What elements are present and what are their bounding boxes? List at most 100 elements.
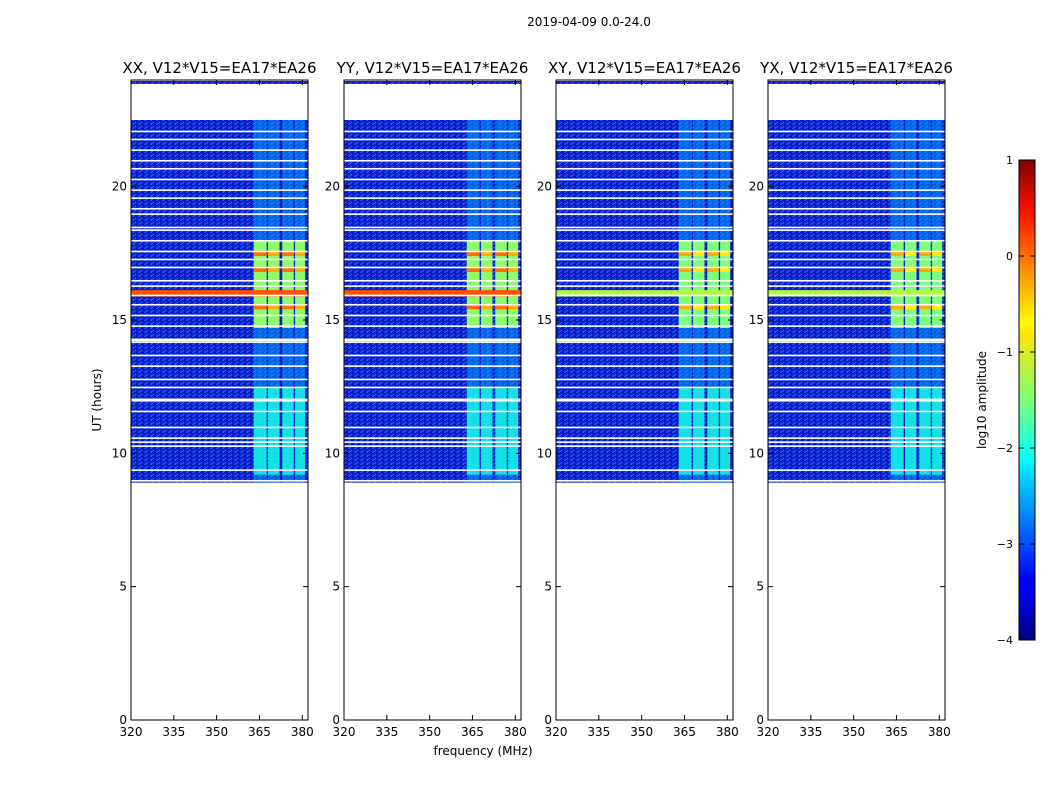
rfi-channel-moderate	[295, 386, 306, 475]
flagged-row	[768, 386, 945, 389]
rfi-hotspot	[508, 250, 519, 256]
flagged-row	[344, 341, 521, 343]
flagged-row	[131, 178, 308, 181]
flagged-row	[344, 294, 521, 297]
flagged-row	[344, 338, 521, 342]
flagged-row	[131, 304, 308, 306]
x-tick-label: 365	[461, 725, 484, 739]
flagged-row	[344, 168, 521, 170]
flagged-row	[768, 445, 945, 447]
flagged-row	[556, 441, 733, 443]
rfi-hotspot	[253, 266, 267, 272]
rfi-hotspot	[282, 250, 294, 256]
rfi-channel-moderate	[890, 386, 904, 475]
colorbar-tick-label: −1	[997, 346, 1013, 359]
panel-3: XY, V12*V15=EA17*EA26 320 335 350 365 380 0 5 10…	[537, 59, 741, 739]
flagged-row	[556, 304, 733, 306]
y-tick-label: 0	[332, 713, 340, 727]
flagged-row	[131, 469, 308, 471]
colorbar-tick-label: 1	[1006, 154, 1013, 167]
flagged-row	[556, 208, 733, 210]
flagged-row	[131, 168, 308, 170]
rfi-hotspot	[678, 304, 692, 310]
flagged-row	[344, 138, 521, 141]
flagged-row	[768, 285, 945, 287]
x-tick-label: 365	[673, 725, 696, 739]
flagged-row	[556, 410, 733, 413]
rfi-channel-moderate	[707, 386, 719, 475]
axes-frame	[343, 79, 522, 721]
flagged-row	[768, 378, 945, 381]
y-tick-label: 0	[544, 713, 552, 727]
x-tick-label: 365	[248, 725, 271, 739]
flagged-row	[768, 160, 945, 162]
y-tick-label: 15	[112, 313, 127, 327]
x-tick-label: 320	[757, 725, 780, 739]
flagged-row	[131, 189, 308, 191]
y-tick-label: 20	[749, 180, 764, 194]
rfi-channel-moderate	[481, 386, 493, 475]
flagged-row	[556, 365, 733, 367]
flagged-row	[344, 258, 521, 261]
rfi-hotspot	[905, 304, 917, 310]
flagged-row	[556, 285, 733, 287]
flagged-row	[131, 149, 308, 151]
rfi-hotspot	[268, 266, 280, 272]
flagged-row	[344, 354, 521, 357]
flagged-row	[344, 398, 521, 402]
rfi-hotspot	[720, 266, 731, 272]
y-tick-label: 20	[325, 180, 340, 194]
flagged-row	[556, 480, 733, 482]
flagged-row	[131, 266, 308, 269]
flagged-row	[768, 410, 945, 413]
flagged-row	[556, 258, 733, 261]
rfi-channel-strong	[693, 240, 705, 328]
flagged-row	[344, 250, 521, 253]
flagged-row	[768, 426, 945, 429]
rfi-hotspot	[495, 304, 507, 310]
flagged-row	[131, 226, 308, 229]
flagged-row	[556, 197, 733, 199]
rfi-hotspot	[693, 304, 705, 310]
flagged-row	[556, 189, 733, 191]
rfi-hotspot	[295, 266, 306, 272]
rfi-hotspot	[693, 250, 705, 256]
flagged-row	[768, 130, 945, 133]
colorbar-tick-label: 0	[1006, 250, 1013, 263]
rfi-channel-strong	[720, 240, 731, 328]
rfi-hotspot	[253, 304, 267, 310]
flagged-row	[768, 341, 945, 343]
flagged-row	[131, 130, 308, 133]
panel-2: YY, V12*V15=EA17*EA26 320 335 350 365 380 0 5 10…	[325, 59, 529, 739]
panel-title: XY, V12*V15=EA17*EA26	[548, 59, 741, 77]
rfi-hotspot	[268, 250, 280, 256]
flagged-row	[768, 398, 945, 402]
rfi-channel-strong	[481, 240, 493, 328]
flagged-row	[131, 138, 308, 141]
x-tick-label: 320	[333, 725, 356, 739]
rfi-hotspot	[890, 266, 904, 272]
flagged-row	[556, 314, 733, 317]
flagged-row	[768, 469, 945, 471]
panel-1: XX, V12*V15=EA17*EA26 320 335 350 365 380 0 5 10…	[112, 59, 317, 739]
flagged-row	[344, 304, 521, 306]
x-tick-label: 320	[545, 725, 568, 739]
rfi-channel-moderate	[508, 386, 519, 475]
colorbar-tick-label: −3	[997, 538, 1013, 551]
flagged-row	[344, 325, 521, 327]
x-tick-label: 335	[375, 725, 398, 739]
flagged-row	[556, 178, 733, 181]
rfi-hotspot	[919, 304, 931, 310]
flagged-row	[768, 226, 945, 229]
rfi-channel-strong	[295, 240, 306, 328]
x-tick-label: 335	[162, 725, 185, 739]
flagged-row	[344, 197, 521, 199]
y-tick-label: 15	[537, 313, 552, 327]
rfi-hotspot	[678, 266, 692, 272]
rfi-channel-moderate	[932, 386, 943, 475]
rfi-hotspot	[466, 250, 480, 256]
y-tick-label: 5	[544, 580, 552, 594]
flagged-row	[344, 365, 521, 367]
flagged-row	[344, 469, 521, 471]
flagged-row	[768, 304, 945, 306]
